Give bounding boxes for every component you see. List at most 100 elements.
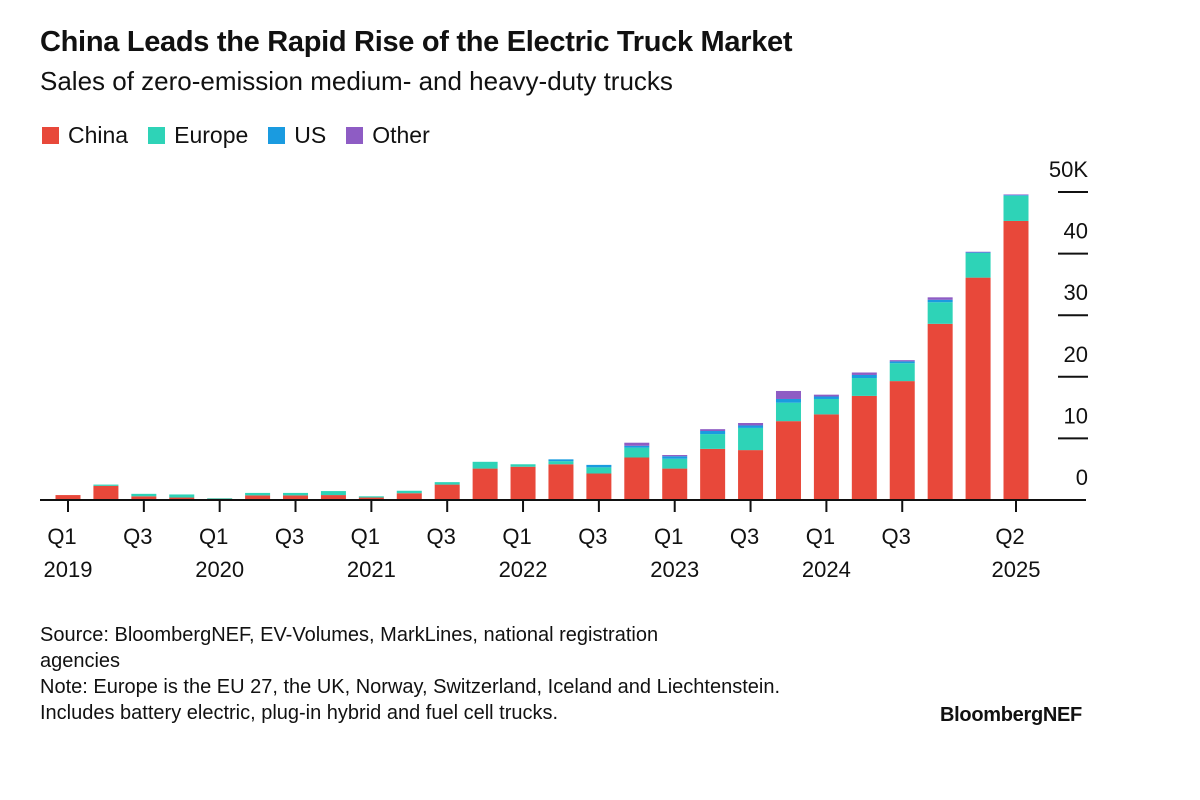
y-tick-label: 0	[1076, 465, 1088, 490]
bar-segment-other	[662, 455, 688, 457]
bar-segment-europe	[965, 252, 991, 278]
x-tick-label-quarter: Q1	[502, 524, 531, 549]
legend-label-china: China	[68, 122, 129, 148]
x-tick-label-quarter: Q3	[578, 524, 607, 549]
legend-item-china: China	[42, 122, 128, 149]
x-tick-label-year: 2023	[650, 557, 699, 582]
x-tick-label-quarter: Q3	[730, 524, 759, 549]
note-text: Note: Europe is the EU 27, the UK, Norwa…	[40, 676, 781, 724]
bar-chart: 0 10 20 30 40 50K Q1 2019 Q3 Q1 2020 Q3 Q1 2021 Q3 Q1 20…	[40, 157, 1088, 582]
legend: China Europe US Other	[42, 122, 430, 149]
bar-segment-china	[889, 381, 915, 500]
bar-segment-china	[965, 277, 991, 500]
bar-segment-us	[813, 396, 839, 399]
bar-segment-europe	[358, 496, 384, 498]
x-tick-label-year: 2025	[992, 557, 1041, 582]
bar-segment-europe	[700, 434, 726, 449]
bar-segment-china	[358, 497, 384, 500]
x-tick-label-year: 2022	[499, 557, 548, 582]
bar-segment-china	[851, 395, 877, 500]
bar-segment-china	[396, 493, 422, 500]
bar-segment-other	[965, 251, 991, 253]
bar-segment-europe	[320, 491, 346, 496]
bar-segment-china	[624, 457, 650, 500]
x-tick-label-quarter: Q1	[199, 524, 228, 549]
bar-segment-europe	[283, 492, 309, 496]
legend-swatch-us	[268, 127, 286, 144]
bar-segment-us	[662, 456, 688, 459]
legend-label-other: Other	[372, 122, 430, 148]
bar-segment-europe	[548, 461, 574, 465]
x-tick-label-quarter: Q1	[654, 524, 683, 549]
bar-segment-other	[851, 372, 877, 375]
x-tick-label-quarter: Q3	[882, 524, 911, 549]
x-tick-label-quarter: Q2	[995, 524, 1024, 549]
bar-segment-europe	[662, 458, 688, 469]
bar-segment-china	[586, 473, 612, 500]
bar-segment-us	[889, 361, 915, 364]
bar-segment-other	[738, 423, 764, 426]
bar-segment-other	[700, 429, 726, 432]
chart-title: China Leads the Rapid Rise of the Electr…	[40, 26, 793, 58]
bar-segment-us	[851, 374, 877, 379]
legend-item-us: US	[268, 122, 326, 149]
x-tick-label-year: 2021	[347, 557, 396, 582]
source-text: Source: BloombergNEF, EV-Volumes, MarkLi…	[40, 624, 659, 672]
bar-segment-europe	[396, 490, 422, 494]
bar-segment-china	[472, 468, 498, 500]
bar-segment-europe	[889, 363, 915, 382]
bar-segment-us	[1003, 195, 1029, 196]
bar-segment-europe	[927, 302, 953, 324]
legend-label-us: US	[294, 122, 327, 148]
bar-segment-europe	[1003, 195, 1029, 221]
bar-segment-europe	[586, 467, 612, 474]
bar-segment-europe	[738, 427, 764, 451]
bar-segment-china	[775, 421, 801, 500]
bar-segment-china	[700, 448, 726, 500]
bar-segment-europe	[207, 498, 233, 499]
x-tick-label-year: 2024	[802, 557, 851, 582]
x-tick-label-quarter: Q1	[351, 524, 380, 549]
bar-segment-us	[700, 431, 726, 435]
bar-segment-europe	[131, 493, 157, 497]
bar-segment-europe	[510, 464, 536, 467]
legend-item-europe: Europe	[148, 122, 248, 149]
bar-segment-china	[245, 495, 271, 500]
bar-segment-europe	[93, 484, 119, 486]
y-tick-label: 30	[1064, 280, 1088, 305]
bar-segment-china	[55, 495, 81, 500]
x-tick-label-quarter: Q3	[123, 524, 152, 549]
bar-segment-china	[320, 495, 346, 500]
bar-segment-other	[889, 360, 915, 362]
legend-item-other: Other	[346, 122, 430, 149]
bar-segment-europe	[851, 378, 877, 396]
bar-segment-other	[624, 442, 650, 446]
bar-segment-europe	[624, 447, 650, 458]
x-tick-label-quarter: Q1	[806, 524, 835, 549]
bar-segment-china	[813, 414, 839, 500]
bar-segment-china	[131, 496, 157, 500]
bar-segment-us	[624, 445, 650, 448]
bar-segment-china	[283, 495, 309, 500]
bar-segment-other	[1003, 194, 1029, 196]
bar-segment-europe	[169, 494, 195, 498]
legend-swatch-other	[346, 127, 364, 144]
bar-segment-china	[662, 468, 688, 500]
legend-swatch-china	[42, 127, 59, 144]
bar-segment-us	[548, 459, 574, 462]
bar-segment-china	[434, 484, 460, 500]
chart-subtitle: Sales of zero-emission medium- and heavy…	[40, 66, 673, 96]
bar-segment-europe	[472, 461, 498, 469]
bar-segment-us	[927, 299, 953, 303]
y-tick-label: 50K	[1049, 157, 1088, 182]
bar-segment-china	[510, 466, 536, 500]
bar-segment-other	[813, 394, 839, 397]
bar-segment-europe	[434, 482, 460, 485]
y-tick-label: 10	[1064, 403, 1088, 428]
footnotes: Source: BloombergNEF, EV-Volumes, MarkLi…	[40, 622, 840, 726]
legend-swatch-europe	[148, 127, 166, 144]
y-tick-label: 20	[1064, 342, 1088, 367]
bar-segment-china	[738, 450, 764, 500]
bar-segment-china	[169, 497, 195, 500]
bar-segment-china	[927, 323, 953, 500]
